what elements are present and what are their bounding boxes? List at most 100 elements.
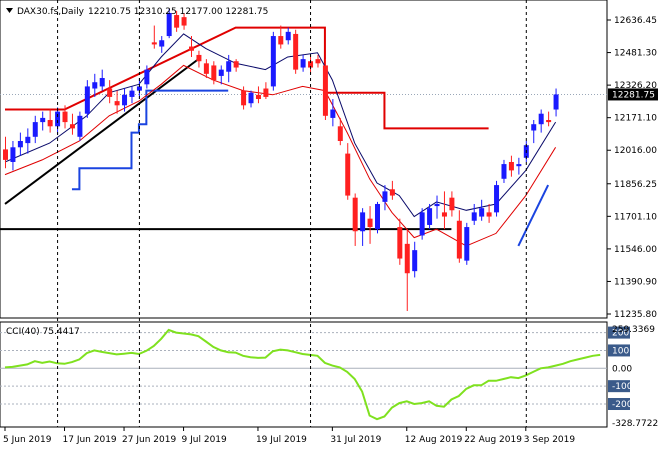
candle-body: [456, 220, 462, 259]
candle-body: [389, 189, 395, 196]
price-axis: 12636.45 12481.30 12326.20 12171.10 12016.00…: [607, 16, 658, 320]
candle-body: [69, 124, 75, 129]
candle-body: [375, 203, 380, 230]
candle-body: [546, 120, 552, 123]
candle-body: [151, 42, 157, 45]
candle-body: [129, 90, 135, 97]
candle-body: [486, 212, 492, 217]
candle-body: [211, 65, 217, 81]
candle-body: [330, 109, 336, 118]
candle-body: [300, 59, 306, 68]
time-tick-label: 9 Jul 2019: [182, 435, 227, 445]
cci-line: [4, 328, 601, 421]
candle-body: [122, 94, 128, 106]
candle-body: [419, 212, 425, 236]
candle-body: [285, 31, 291, 41]
time-tick-label: 5 Jun 2019: [3, 435, 52, 445]
candle-body: [360, 212, 366, 232]
chart-header: DAX30.fs,Daily 12210.75 12310.25 12177.0…: [6, 7, 268, 17]
candle-body: [263, 88, 269, 97]
price-tick-label: 12016.00: [614, 146, 657, 156]
candle-body: [449, 197, 455, 211]
cci-plot: [0, 328, 607, 421]
candle-body: [308, 61, 314, 68]
candle-body: [17, 140, 23, 148]
time-tick-label: 19 Jul 2019: [256, 435, 307, 445]
candle-body: [382, 191, 388, 202]
candle-body: [174, 15, 180, 28]
candle-body: [99, 78, 105, 87]
main-panel: [0, 0, 608, 319]
time-tick-label: 17 Jun 2019: [63, 435, 117, 445]
candle-body: [107, 88, 113, 97]
candle-body: [114, 101, 120, 106]
candle-body: [47, 120, 53, 127]
candle-body: [166, 12, 172, 37]
candle-body: [77, 115, 83, 137]
candle-body: [270, 36, 276, 87]
cci-axis: 200 100 0.00 -100 -200 259.3369 -328.7722: [608, 325, 658, 429]
candle-body: [136, 86, 142, 91]
candle-body: [10, 147, 16, 162]
candle-body: [322, 65, 328, 116]
candle-body: [181, 17, 187, 26]
time-tick-label: 22 Aug 2019: [464, 435, 522, 445]
cci-level-label: 200: [612, 329, 629, 339]
candle-body: [464, 227, 470, 261]
cci-scale-top: 259.3369: [612, 325, 655, 335]
candle-body: [55, 111, 61, 127]
time-tick-label: 3 Sep 2019: [524, 435, 576, 445]
blue-channel-segment: [517, 184, 550, 247]
candle-body: [367, 218, 373, 228]
candle-body: [531, 124, 537, 131]
candle-body: [255, 94, 261, 100]
price-tick-label: 11390.90: [614, 277, 657, 287]
time-tick-label: 12 Aug 2019: [405, 435, 463, 445]
price-tick-label: 11546.00: [614, 245, 657, 255]
candle-body: [508, 161, 514, 171]
candle-body: [412, 250, 418, 272]
ma-slow-line: [4, 64, 557, 247]
candle-body: [397, 227, 403, 259]
candle-body: [92, 82, 98, 89]
cci-scale-bottom: -328.7722: [612, 419, 658, 429]
candle-body: [278, 36, 284, 45]
price-tick-label: 11235.80: [614, 310, 657, 320]
cci-level-label: -100: [612, 382, 633, 392]
cci-title: CCI(40) 75.4417: [6, 327, 80, 337]
candle-body: [189, 46, 194, 51]
candle-body: [40, 117, 46, 123]
cci-level-box: [608, 344, 630, 357]
candle-body: [501, 164, 507, 179]
candle-body: [241, 90, 247, 106]
cci-level-label: -200: [612, 400, 633, 410]
candle-body: [233, 61, 239, 68]
candle-body: [427, 208, 433, 225]
current-price-box: [608, 88, 658, 101]
candle-body: [25, 136, 31, 144]
time-tick-label: 31 Jul 2019: [330, 435, 381, 445]
candle-body: [479, 208, 485, 217]
candle-body: [203, 63, 209, 74]
candle-body: [3, 149, 8, 160]
candle-body: [32, 122, 38, 137]
price-tick-label: 11856.25: [614, 180, 657, 190]
price-tick-label: 12171.10: [614, 114, 657, 124]
candle-body: [434, 203, 440, 207]
candle-body: [218, 69, 224, 76]
cci-level-label: 0.00: [612, 364, 632, 374]
candle-body: [62, 111, 68, 123]
cci-level-box: [608, 380, 630, 393]
candle-body: [404, 243, 410, 274]
candle-body: [196, 54, 202, 62]
time-tick-label: 27 Jun 2019: [122, 435, 176, 445]
candle-body: [293, 33, 299, 70]
candle-body: [226, 61, 232, 72]
triangle-down-icon: [6, 8, 13, 13]
trend-line: [4, 58, 200, 205]
price-tick-label: 12326.20: [614, 81, 657, 91]
candle-body: [248, 92, 254, 104]
candle-body: [553, 94, 559, 110]
candle-body: [471, 212, 477, 221]
